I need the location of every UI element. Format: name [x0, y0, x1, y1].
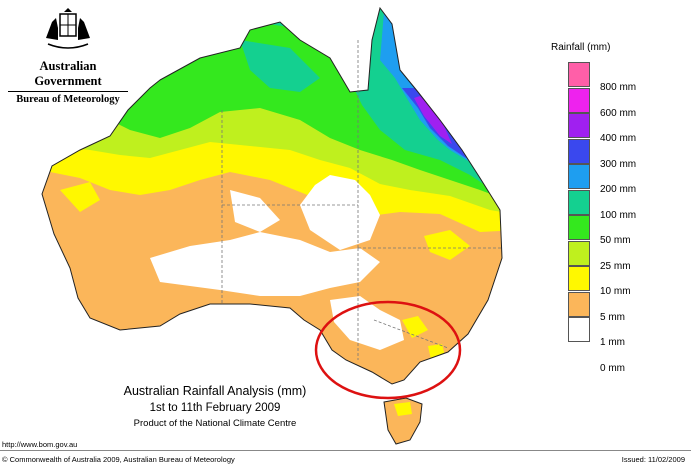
legend-swatch [568, 113, 590, 138]
legend-swatch [568, 62, 590, 87]
legend-label: 1 mm [600, 337, 625, 348]
organisation-name: Australian Government [34, 59, 102, 88]
legend-label: 0 mm [600, 362, 625, 374]
map-period: 1st to 11th February 2009 [149, 402, 281, 414]
legend-swatch [568, 317, 590, 342]
map-title-block: Australian Rainfall Analysis (mm) 1st to… [100, 384, 330, 429]
agency-name: Bureau of Meteorology [8, 91, 128, 105]
footer-issued: Issued: 11/02/2009 [621, 455, 685, 464]
legend-swatch [568, 87, 590, 113]
legend-label: 5 mm [600, 311, 625, 323]
government-logo: Australian Government Bureau of Meteorol… [8, 8, 128, 105]
footer-divider [0, 450, 691, 451]
legend-swatch [568, 240, 590, 266]
legend-swatch [568, 164, 590, 189]
map-product: Product of the National Climate Centre [133, 418, 297, 429]
legend-label: 200 mm [600, 184, 637, 195]
legend-label: 800 mm [600, 82, 637, 93]
legend-label: 100 mm [600, 209, 637, 221]
legend-swatch [568, 138, 590, 164]
legend-title: Rainfall (mm) [551, 42, 611, 53]
legend-label: 25 mm [600, 260, 631, 272]
legend-swatch [568, 266, 590, 291]
map-title: Australian Rainfall Analysis (mm) [123, 384, 307, 398]
legend-label: 300 mm [600, 158, 637, 170]
coat-of-arms-icon [46, 8, 90, 49]
legend-swatch [568, 189, 590, 215]
footer-copyright: © Commonwealth of Australia 2009, Austra… [2, 455, 235, 464]
legend-label: 400 mm [600, 133, 637, 144]
legend-label: 600 mm [600, 107, 637, 119]
legend-label: 50 mm [600, 235, 631, 246]
legend-label: 10 mm [600, 286, 631, 297]
legend-swatch [568, 215, 590, 240]
footer-url: http://www.bom.gov.au [2, 440, 78, 449]
highlight-ellipse [314, 300, 462, 400]
legend-swatch [568, 291, 590, 317]
